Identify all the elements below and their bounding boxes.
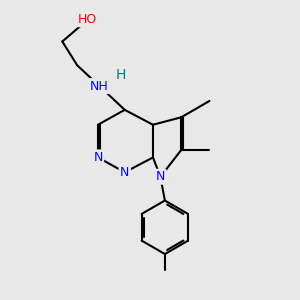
Text: NH: NH	[90, 80, 109, 93]
Text: N: N	[156, 170, 165, 183]
Text: H: H	[116, 68, 126, 82]
Text: N: N	[93, 151, 103, 164]
Text: N: N	[120, 166, 129, 179]
Text: HO: HO	[78, 13, 97, 26]
